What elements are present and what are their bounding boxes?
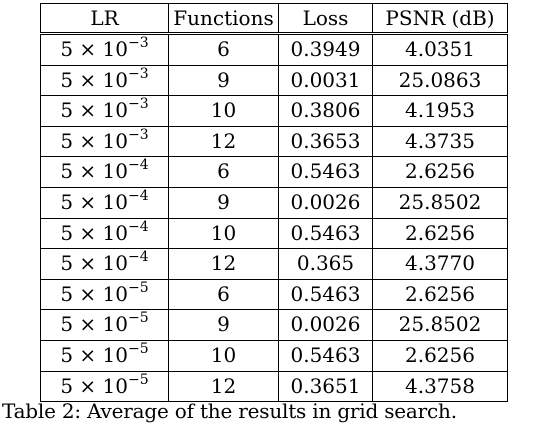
cell-loss: 0.0026 [278, 309, 373, 341]
table-row: 5 × 10−5 12 0.3651 4.3758 [40, 370, 508, 403]
table-row: 5 × 10−3 10 0.3806 4.1953 [40, 95, 508, 127]
cell-lr: 5 × 10−3 [40, 125, 169, 158]
cell-psnr: 2.6256 [372, 278, 508, 311]
table-header-row: LR Functions Loss PSNR (dB) [40, 3, 508, 35]
table-row: 5 × 10−4 10 0.5463 2.6256 [40, 217, 508, 250]
cell-psnr: 2.6256 [372, 339, 508, 372]
table-row: 5 × 10−5 10 0.5463 2.6256 [40, 339, 508, 372]
lr-base: 5 × 10 [60, 67, 128, 92]
lr-base: 5 × 10 [60, 251, 128, 276]
table-row: 5 × 10−3 6 0.3949 4.0351 [40, 33, 508, 66]
table-row: 5 × 10−4 9 0.0026 25.8502 [40, 186, 508, 219]
table-body: 5 × 10−3 6 0.3949 4.0351 5 × 10−3 9 0.0031 25.0… [40, 33, 508, 403]
grid-search-results-table: LR Functions Loss PSNR (dB) 5 × 10−3 6 0.3… [40, 3, 508, 403]
cell-psnr: 4.0351 [372, 33, 508, 66]
lr-exponent: −5 [128, 340, 149, 357]
lr-exponent: −5 [128, 371, 149, 388]
cell-functions: 10 [168, 217, 279, 250]
lr-base: 5 × 10 [60, 37, 128, 61]
cell-loss: 0.365 [278, 248, 373, 280]
lr-exponent: −3 [128, 96, 149, 113]
cell-lr: 5 × 10−3 [40, 95, 169, 127]
column-header-functions: Functions [168, 3, 279, 35]
cell-lr: 5 × 10−4 [40, 156, 169, 188]
table-row: 5 × 10−5 6 0.5463 2.6256 [40, 278, 508, 311]
cell-loss: 0.0026 [278, 186, 373, 219]
lr-base: 5 × 10 [60, 128, 128, 153]
cell-functions: 12 [168, 248, 279, 280]
cell-psnr: 25.0863 [372, 64, 508, 97]
column-header-psnr: PSNR (dB) [372, 3, 508, 35]
lr-exponent: −3 [128, 35, 149, 51]
lr-exponent: −4 [128, 218, 149, 235]
column-header-lr: LR [40, 3, 169, 35]
lr-base: 5 × 10 [60, 220, 128, 245]
cell-loss: 0.5463 [278, 217, 373, 250]
lr-base: 5 × 10 [60, 281, 128, 306]
cell-loss: 0.0031 [278, 64, 373, 97]
lr-base: 5 × 10 [60, 98, 128, 123]
cell-functions: 10 [168, 95, 279, 127]
lr-exponent: −4 [128, 187, 149, 204]
cell-psnr: 25.8502 [372, 309, 508, 341]
cell-lr: 5 × 10−5 [40, 309, 169, 341]
cell-loss: 0.3949 [278, 33, 373, 66]
cell-psnr: 2.6256 [372, 217, 508, 250]
results-table-container: LR Functions Loss PSNR (dB) 5 × 10−3 6 0.3… [40, 3, 508, 403]
cell-loss: 0.3653 [278, 125, 373, 158]
lr-base: 5 × 10 [60, 342, 128, 367]
cell-functions: 12 [168, 125, 279, 158]
cell-psnr: 4.3770 [372, 248, 508, 280]
lr-base: 5 × 10 [60, 373, 128, 398]
lr-exponent: −4 [128, 249, 149, 266]
lr-base: 5 × 10 [60, 312, 128, 337]
table-row: 5 × 10−3 9 0.0031 25.0863 [40, 64, 508, 97]
cell-psnr: 4.3758 [372, 370, 508, 403]
table-row: 5 × 10−5 9 0.0026 25.8502 [40, 309, 508, 341]
table-caption: Table 2: Average of the results in grid … [2, 399, 457, 423]
cell-loss: 0.5463 [278, 156, 373, 188]
cell-functions: 6 [168, 278, 279, 311]
lr-base: 5 × 10 [60, 159, 128, 184]
cell-functions: 9 [168, 186, 279, 219]
lr-exponent: −5 [128, 279, 149, 296]
cell-functions: 6 [168, 33, 279, 66]
cell-psnr: 2.6256 [372, 156, 508, 188]
column-header-loss: Loss [278, 3, 373, 35]
cell-loss: 0.3651 [278, 370, 373, 403]
cell-lr: 5 × 10−3 [40, 64, 169, 97]
cell-functions: 9 [168, 309, 279, 341]
table-row: 5 × 10−3 12 0.3653 4.3735 [40, 125, 508, 158]
table-row: 5 × 10−4 12 0.365 4.3770 [40, 248, 508, 280]
cell-lr: 5 × 10−4 [40, 186, 169, 219]
cell-lr: 5 × 10−4 [40, 217, 169, 250]
cell-psnr: 4.1953 [372, 95, 508, 127]
cell-loss: 0.5463 [278, 278, 373, 311]
cell-lr: 5 × 10−3 [40, 33, 169, 66]
cell-loss: 0.3806 [278, 95, 373, 127]
table-row: 5 × 10−4 6 0.5463 2.6256 [40, 156, 508, 188]
lr-exponent: −3 [128, 126, 149, 143]
cell-lr: 5 × 10−5 [40, 278, 169, 311]
cell-functions: 12 [168, 370, 279, 403]
cell-psnr: 4.3735 [372, 125, 508, 158]
cell-lr: 5 × 10−4 [40, 248, 169, 280]
cell-loss: 0.5463 [278, 339, 373, 372]
cell-lr: 5 × 10−5 [40, 370, 169, 403]
cell-functions: 10 [168, 339, 279, 372]
lr-base: 5 × 10 [60, 189, 128, 214]
cell-lr: 5 × 10−5 [40, 339, 169, 372]
cell-psnr: 25.8502 [372, 186, 508, 219]
lr-exponent: −4 [128, 157, 149, 174]
cell-functions: 9 [168, 64, 279, 97]
cell-functions: 6 [168, 156, 279, 188]
lr-exponent: −5 [128, 310, 149, 327]
lr-exponent: −3 [128, 65, 149, 82]
